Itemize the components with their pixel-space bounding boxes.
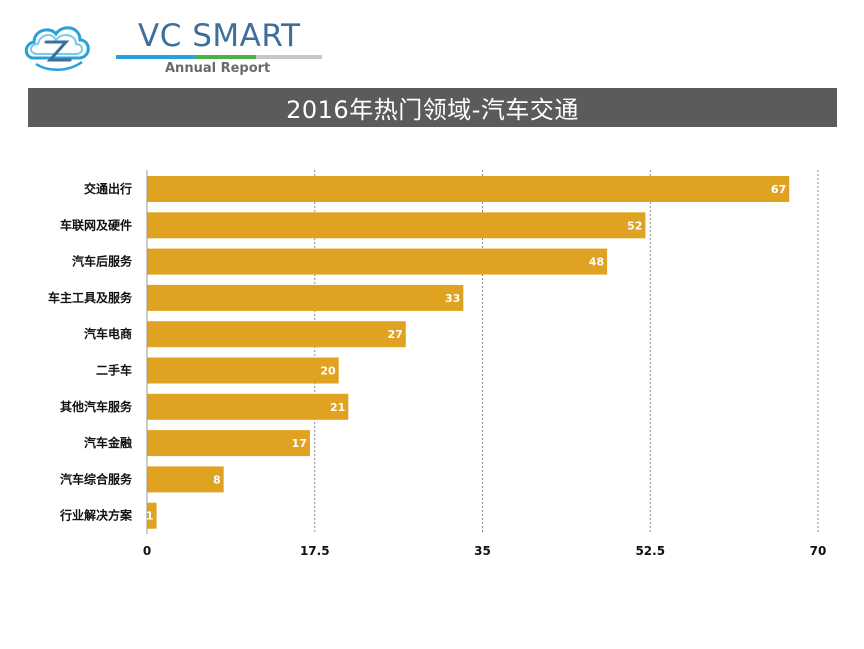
- bar: [147, 393, 349, 420]
- bar: [147, 466, 224, 493]
- value-label: 8: [213, 473, 221, 486]
- x-tick-label: 35: [474, 544, 491, 558]
- category-label: 交通出行: [84, 181, 132, 196]
- category-label: 汽车电商: [84, 326, 132, 341]
- value-label: 21: [330, 401, 345, 414]
- bar: [147, 321, 406, 348]
- chart-title: 2016年热门领域-汽车交通: [286, 96, 579, 124]
- header: VC SMART Annual Report: [0, 0, 864, 88]
- value-label: 20: [320, 365, 336, 378]
- category-label: 二手车: [96, 363, 132, 378]
- x-tick-label: 17.5: [300, 544, 330, 558]
- value-label: 17: [292, 437, 307, 450]
- value-label: 67: [771, 183, 786, 196]
- category-label: 车联网及硬件: [60, 217, 132, 232]
- brand-name: VC SMART: [138, 18, 301, 54]
- value-label: 33: [445, 292, 460, 305]
- value-label: 27: [388, 328, 403, 341]
- vc-smart-logo-icon: [24, 26, 90, 71]
- category-label: 汽车后服务: [72, 254, 133, 269]
- bar: [147, 284, 464, 311]
- category-label: 其他汽车服务: [60, 399, 133, 414]
- category-label: 汽车综合服务: [60, 471, 133, 486]
- value-label: 48: [589, 256, 604, 269]
- bar: [147, 357, 339, 384]
- bar: [147, 212, 646, 239]
- x-tick-label: 70: [810, 544, 827, 558]
- x-tick-label: 0: [143, 544, 151, 558]
- category-label: 汽车金融: [84, 435, 132, 450]
- bar: [147, 248, 608, 275]
- brand-underline: [116, 55, 322, 59]
- value-label: 52: [627, 219, 642, 232]
- bar: [147, 176, 790, 202]
- bar: [147, 502, 157, 529]
- category-label: 行业解决方案: [59, 508, 133, 523]
- chart-title-banner: 2016年热门领域-汽车交通: [28, 88, 837, 127]
- category-label: 车主工具及服务: [48, 290, 133, 305]
- x-tick-label: 52.5: [635, 544, 665, 558]
- bar: [147, 430, 310, 457]
- value-label: 1: [146, 510, 154, 523]
- brand-subtitle: Annual Report: [165, 61, 271, 76]
